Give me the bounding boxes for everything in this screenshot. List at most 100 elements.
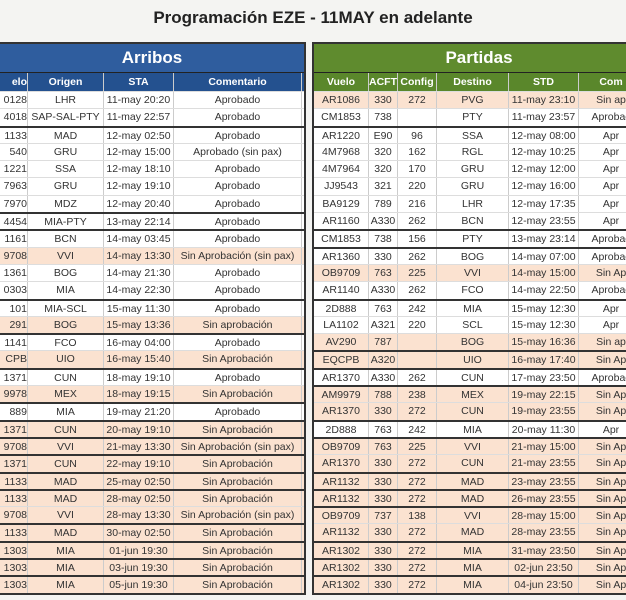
table-cell: Sin Ap [579, 474, 626, 489]
table-row: AR1302 330 272 MIA 31-may 23:50 Sin Ap [314, 540, 626, 559]
table-row: 1371 CUN 22-may 19:10 Sin Aprobación [0, 454, 304, 472]
table-cell: 11-may 22:57 [104, 109, 174, 126]
table-row: EQCPB A320 UIO 16-may 17:40 Sin Ap [314, 350, 626, 368]
table-cell: 321 [369, 178, 398, 195]
table-cell: 4018 [0, 109, 28, 126]
table-row: 9978 MEX 18-may 19:15 Sin Aprobación [0, 385, 304, 403]
table-cell: 330 [369, 542, 398, 559]
table-cell: 28-may 15:00 [509, 508, 579, 524]
table-cell: SSA [28, 161, 104, 178]
table-cell: 272 [398, 473, 437, 489]
table-cell: 28-may 13:30 [104, 507, 174, 524]
table-cell: Aprobado [174, 127, 302, 143]
table-cell: 12-may 15:00 [104, 143, 174, 161]
table-cell: OB9709 [314, 438, 369, 455]
table-cell: 14-may 03:45 [104, 231, 174, 247]
table-cell: 28-may 23:55 [509, 524, 579, 541]
table-row: AR1370 330 272 CUN 19-may 23:55 Sin Ap [314, 402, 626, 420]
table-cell: Aprobac [579, 249, 626, 264]
arribos-table: Arribos elo Origen STA Comentario 0128 LH… [0, 42, 306, 595]
table-cell: 272 [398, 403, 437, 420]
table-cell: VVI [437, 438, 509, 455]
table-row: 9708 VVI 21-may 13:30 Sin Aprobación (sin p… [0, 436, 304, 455]
table-cell: MIA [28, 542, 104, 559]
table-cell: Sin Aprobación [174, 490, 302, 507]
table-cell: Sin Aprobación [174, 351, 302, 368]
table-cell: Aprobac [579, 282, 626, 298]
table-cell: Apr [579, 161, 626, 177]
table-cell: Sin Aprobación [174, 560, 302, 576]
table-cell: CUN [437, 369, 509, 386]
table-cell: SSA [437, 127, 509, 143]
table-cell: MDZ [28, 195, 104, 213]
table-row: OB9709 737 138 VVI 28-may 15:00 Sin Ap [314, 506, 626, 524]
table-cell: Apr [579, 213, 626, 229]
table-row: 1141 FCO 16-may 04:00 Aprobado [0, 333, 304, 351]
table-cell: 170 [398, 161, 437, 178]
table-cell: MIA [28, 404, 104, 420]
table-cell: 242 [398, 421, 437, 437]
table-cell: BOG [28, 316, 104, 334]
table-cell: 31-may 23:50 [509, 542, 579, 559]
col-acft: ACFT [369, 73, 398, 91]
table-cell: Aprobado [174, 335, 302, 351]
table-cell: VVI [28, 507, 104, 524]
table-cell: SCL [437, 316, 509, 334]
table-cell: A321 [369, 316, 398, 334]
table-cell: 763 [369, 421, 398, 437]
table-cell: 12-may 10:25 [509, 143, 579, 161]
table-cell: AR1160 [314, 213, 369, 230]
table-cell: 262 [398, 248, 437, 264]
table-cell: Sin Ap [579, 403, 626, 419]
table-cell: Aprobado [174, 92, 302, 109]
table-cell: CM1853 [314, 231, 369, 247]
table-cell: Sin Ap [579, 387, 626, 402]
table-cell: CPB [0, 351, 28, 368]
table-cell: 1141 [0, 335, 28, 351]
table-cell: MIA [437, 542, 509, 559]
table-cell: 7970 [0, 195, 28, 213]
table-cell: 272 [398, 542, 437, 559]
table-row: 540 GRU 12-may 15:00 Aprobado (sin pax) [0, 142, 304, 161]
table-cell: 15-may 16:36 [509, 334, 579, 351]
table-cell: 12-may 16:00 [509, 178, 579, 195]
table-cell: MIA [437, 421, 509, 437]
table-cell: BOG [437, 334, 509, 351]
table-cell: 1221 [0, 161, 28, 178]
table-cell: Apr [579, 196, 626, 212]
table-cell: 21-may 13:30 [104, 438, 174, 455]
table-cell: 787 [369, 334, 398, 351]
table-cell: 1133 [0, 525, 28, 541]
table-cell: MAD [28, 525, 104, 541]
table-cell: 272 [398, 577, 437, 593]
table-row: BA9129 789 216 LHR 12-may 17:35 Apr [314, 194, 626, 213]
table-cell: E90 [369, 127, 398, 143]
table-cell: 138 [398, 508, 437, 524]
table-cell: 1371 [0, 421, 28, 437]
table-row: OB9709 763 225 VVI 14-may 15:00 Sin Ap [314, 263, 626, 282]
table-cell: 272 [398, 560, 437, 576]
table-cell: 4454 [0, 214, 28, 230]
table-cell: 04-jun 23:50 [509, 577, 579, 593]
table-cell: 1361 [0, 264, 28, 282]
table-cell: AR1302 [314, 577, 369, 593]
table-cell: Sin Aprobación [174, 473, 302, 489]
table-cell: Aprobado [174, 369, 302, 386]
table-cell: 738 [369, 231, 398, 247]
table-cell: 763 [369, 300, 398, 316]
table-row: 1303 MIA 05-jun 19:30 Sin Aprobación [0, 575, 304, 593]
col-vuelo: Vuelo [314, 73, 369, 91]
table-row: AR1220 E90 96 SSA 12-may 08:00 Apr [314, 125, 626, 143]
table-cell: AR1370 [314, 369, 369, 386]
table-cell [398, 352, 437, 368]
table-cell: 15-may 12:30 [509, 316, 579, 334]
table-cell: 1371 [0, 456, 28, 472]
table-cell: Sin Ap [579, 524, 626, 540]
table-cell: Sin Aprobación (sin pax) [174, 247, 302, 264]
table-cell: Sin Ap [579, 491, 626, 506]
table-cell: 19-may 22:15 [509, 387, 579, 403]
table-cell: 220 [398, 178, 437, 195]
table-cell: 1133 [0, 473, 28, 489]
table-cell: 262 [398, 369, 437, 386]
table-cell: 22-may 19:10 [104, 456, 174, 472]
